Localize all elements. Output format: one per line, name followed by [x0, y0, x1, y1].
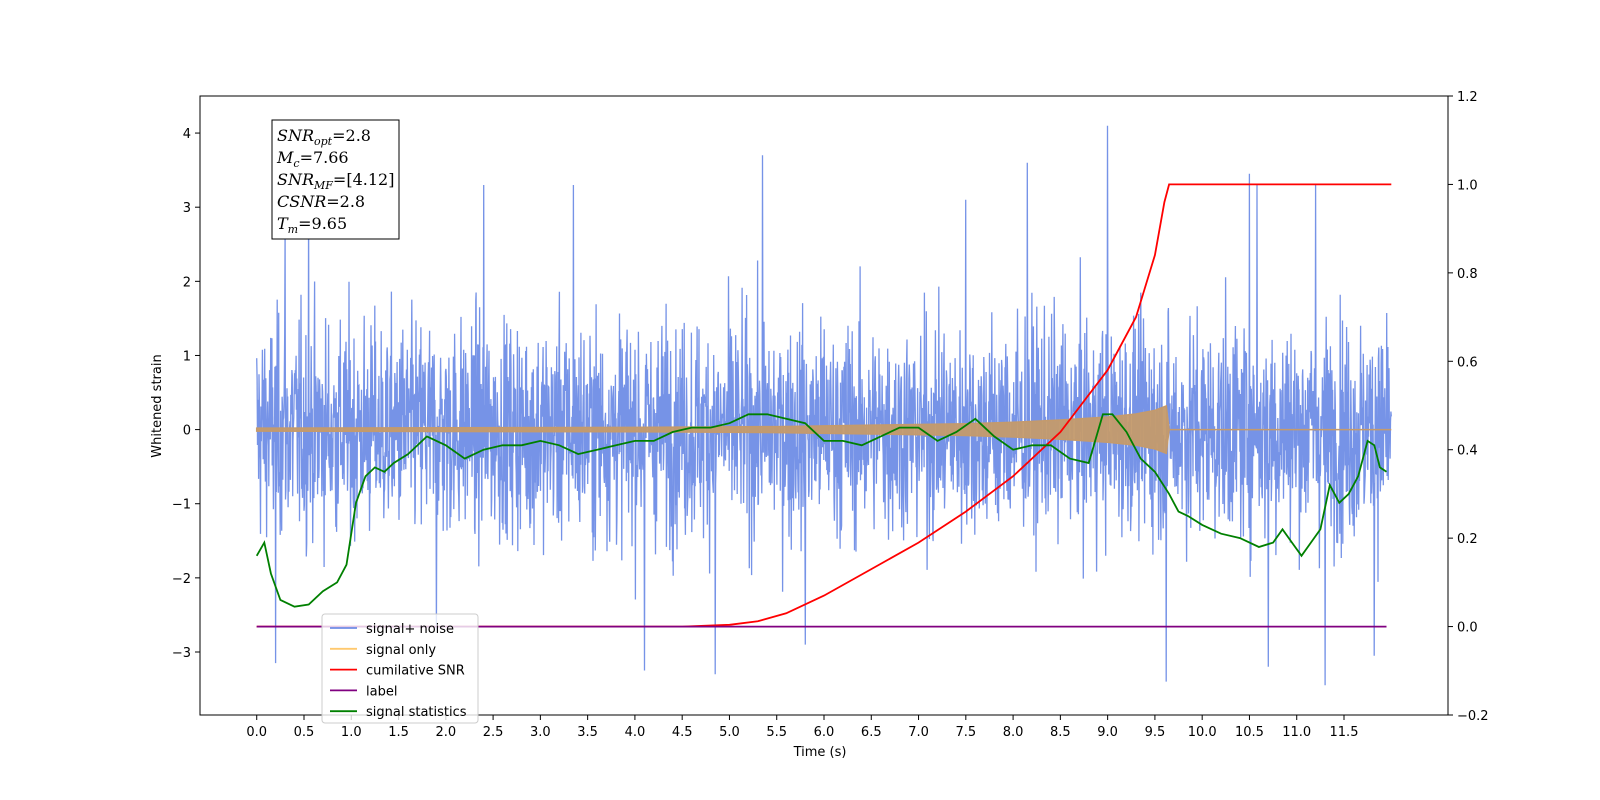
annotation-symbol: M: [276, 148, 294, 167]
annotation-frame: [271, 119, 400, 240]
legend-label: signal statistics: [366, 705, 467, 720]
annotation-subscript: MF: [313, 179, 333, 192]
x-tick-label: 3.0: [530, 725, 551, 740]
legend: signal+ noise signal only cumilative SNR la…: [321, 613, 479, 724]
x-tick-label: 6.5: [861, 725, 882, 740]
legend-label: signal only: [366, 643, 436, 658]
annotation-value: =[4.12]: [333, 170, 395, 189]
series-layer: [255, 125, 1392, 686]
x-tick-label: 2.5: [483, 725, 504, 740]
annotation-line: CSNR=2.8: [277, 192, 365, 211]
x-tick-label: 5.0: [719, 725, 740, 740]
annotation-value: =2.8: [332, 126, 371, 145]
annotation-line: SNRopt=2.8: [277, 126, 371, 148]
series-signal-noise: [256, 125, 1392, 686]
x-axis: 0.0 0.5 1.0 1.5 2.0 2.5 3.0 3.5 4.0 4.5 5.0 5.5 6.0 6…: [246, 715, 1358, 740]
x-tick-label: 6.0: [814, 725, 835, 740]
y-right-tick-label: 0.8: [1457, 267, 1478, 282]
series-cumilative-snr: [256, 183, 1392, 628]
y-right-tick-label: 0.2: [1457, 532, 1478, 547]
x-tick-label: 8.0: [1003, 725, 1024, 740]
annotation-value: =9.65: [298, 214, 347, 233]
x-tick-label: 3.5: [577, 725, 598, 740]
y-left-tick-label: 4: [183, 127, 191, 142]
x-tick-label: 8.5: [1050, 725, 1071, 740]
x-tick-label: 11.0: [1282, 725, 1311, 740]
y-axis-left: −3 −2 −1 0 1 2 3 4: [172, 127, 200, 661]
y-left-tick-label: 3: [183, 201, 191, 216]
legend-frame: [321, 613, 479, 724]
x-axis-label: Time (s): [793, 745, 847, 760]
annotation-line: Mc=7.66: [276, 148, 349, 170]
x-tick-label: 10.0: [1188, 725, 1217, 740]
x-tick-label: 7.5: [955, 725, 976, 740]
y-axis-right: −0.2 0.0 0.2 0.4 0.6 0.8 1.0 1.2: [1448, 90, 1489, 724]
x-tick-label: 11.5: [1330, 725, 1359, 740]
y-right-tick-label: 1.0: [1457, 178, 1478, 193]
y-right-tick-label: 0.0: [1457, 621, 1478, 636]
x-tick-label: 0.5: [294, 725, 315, 740]
y-right-tick-label: −0.2: [1457, 709, 1489, 724]
annotation-symbol: CSNR: [277, 192, 326, 211]
annotation-box: SNRopt=2.8Mc=7.66SNRMF=[4.12]CSNR=2.8Tm=…: [271, 119, 400, 240]
x-tick-label: 4.0: [625, 725, 646, 740]
annotation-symbol: T: [277, 214, 289, 233]
x-tick-label: 2.0: [435, 725, 456, 740]
x-tick-label: 9.0: [1097, 725, 1118, 740]
y-left-tick-label: 1: [183, 349, 191, 364]
y-axis-label: Whitened strain: [150, 354, 165, 457]
annotation-line: Tm=9.65: [277, 214, 347, 236]
y-right-tick-label: 0.4: [1457, 444, 1478, 459]
legend-label: signal+ noise: [366, 622, 454, 637]
annotation-subscript: c: [293, 157, 299, 170]
x-tick-label: 1.5: [388, 725, 409, 740]
annotation-symbol: SNR: [277, 126, 314, 145]
y-left-tick-label: 0: [183, 424, 191, 439]
legend-label: cumilative SNR: [366, 664, 465, 679]
y-left-tick-label: 2: [183, 275, 191, 290]
y-right-tick-label: 1.2: [1457, 90, 1478, 105]
annotation-value: =2.8: [326, 192, 365, 211]
y-left-tick-label: −2: [172, 572, 191, 587]
x-tick-label: 9.5: [1145, 725, 1166, 740]
y-right-tick-label: 0.6: [1457, 355, 1478, 370]
x-tick-label: 4.5: [672, 725, 693, 740]
series-signal-statistics: [255, 413, 1387, 608]
x-tick-label: 10.5: [1235, 725, 1264, 740]
x-tick-label: 5.5: [766, 725, 787, 740]
x-tick-label: 7.0: [908, 725, 929, 740]
y-left-tick-label: −1: [172, 498, 191, 513]
x-tick-label: 1.0: [341, 725, 362, 740]
annotation-subscript: m: [288, 223, 298, 236]
x-tick-label: 0.0: [246, 725, 267, 740]
annotation-value: =7.66: [300, 148, 349, 167]
legend-label: label: [366, 684, 397, 699]
annotation-line: SNRMF=[4.12]: [277, 170, 394, 192]
annotation-subscript: opt: [314, 135, 333, 148]
y-left-tick-label: −3: [172, 646, 191, 661]
annotation-symbol: SNR: [277, 170, 314, 189]
